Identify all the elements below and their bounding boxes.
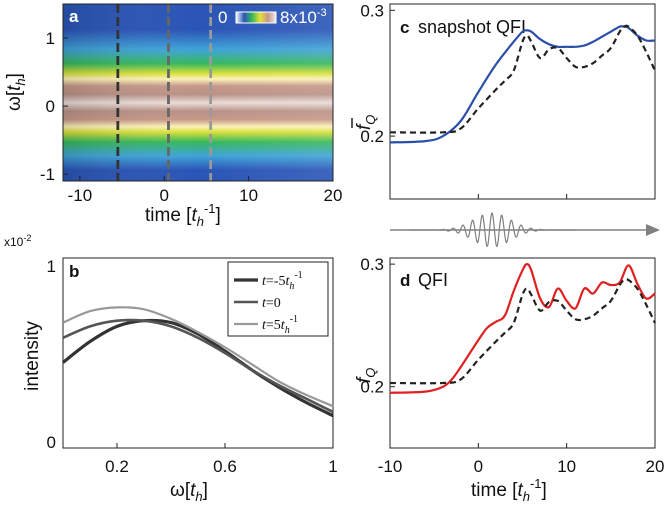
- d-ytick-label: 0.3: [360, 255, 384, 274]
- a-xtick-label: 20: [324, 186, 343, 205]
- panel-b: x10-2 b t=-5th-1t=0t=5th-1 0.2 0.6 1 10 ω[…: [4, 233, 338, 504]
- b-xtick-label: 1: [328, 457, 337, 476]
- panel-a-y-ticks: 1 0 -1: [40, 29, 68, 184]
- panel-d-x-ticks: -10 0 10 20: [378, 443, 665, 476]
- d-lines-line-1: [389, 278, 656, 385]
- panel-c-frame: [389, 3, 656, 200]
- legend: t=-5th-1 t=0 t=5th-1: [227, 261, 329, 337]
- panel-b-series: [62, 306, 334, 418]
- panel-a-ylabel: ω[th]: [4, 73, 28, 111]
- legend-label-1: t=0: [262, 296, 281, 311]
- panel-b-ylabel: intensity: [22, 321, 43, 391]
- b-ytick-label: 0: [47, 433, 56, 452]
- panel-d-label: d: [400, 271, 410, 290]
- panel-c-series: [389, 24, 656, 144]
- arrow-head: [646, 224, 660, 236]
- colorbar: [235, 11, 277, 24]
- c-ytick-label: 0.2: [360, 127, 384, 146]
- panel-c-ylabel: fQ: [354, 115, 378, 130]
- b-xtick-label: 0.2: [105, 457, 129, 476]
- a-xtick-label: 10: [239, 186, 258, 205]
- panel-b-x-ticks: 0.2 0.6 1: [105, 443, 338, 476]
- b-lines-line-0: [62, 318, 334, 418]
- heatmap-shading: [63, 4, 333, 181]
- panel-a-label: a: [69, 7, 79, 26]
- d-xtick-label: 0: [474, 457, 483, 476]
- c-lines-line-1: [389, 24, 656, 134]
- panel-c-y-ticks: 0.3 0.2: [360, 1, 395, 146]
- c-lines-line-0: [389, 25, 656, 144]
- legend-label-2: t=5th-1: [262, 314, 298, 336]
- a-xtick-label: -10: [68, 186, 93, 205]
- panel-d-y-ticks: 0.3 0.2: [360, 255, 395, 397]
- d-xtick-label: 20: [646, 457, 665, 476]
- panel-a-xlabel: time [th-1]: [145, 201, 221, 229]
- d-lines-line-0: [389, 263, 656, 394]
- b-lines-line-1: [62, 318, 334, 414]
- panel-b-xlabel: ω[th]: [170, 480, 208, 504]
- panel-c: c snapshot QFI 0.3 0.2 fQ: [351, 1, 656, 200]
- panel-c-x-ticks: [389, 194, 656, 199]
- panel-a-x-ticks: -10 0 10 20: [68, 176, 343, 205]
- d-ytick-label: 0.2: [360, 378, 384, 397]
- panel-d-series: [389, 263, 656, 394]
- heatmap-frame: [62, 3, 334, 182]
- panel-d-xlabel: time [th-1]: [471, 476, 547, 504]
- d-xtick-label: 10: [557, 457, 576, 476]
- panel-c-label: c: [400, 18, 409, 37]
- panel-d-title: QFI: [418, 270, 448, 290]
- pulse-arrow: [390, 211, 660, 248]
- panel-c-title: snapshot QFI: [418, 17, 526, 37]
- panel-b-y-ticks: 10: [47, 257, 56, 452]
- a-ytick-label: -1: [40, 165, 55, 184]
- d-xtick-label: -10: [378, 457, 403, 476]
- panel-b-scale: x10-2: [4, 233, 31, 249]
- panel-a: a 0 8x10-3 -10 0 10 20 10-1 time [th-1] ω[t…: [4, 3, 343, 229]
- legend-label-0: t=-5th-1: [262, 270, 303, 292]
- pulse-waveform: [410, 211, 575, 248]
- panel-d: d QFI 0.3 0.2 -10 0 10 20 fQ time [th-1]: [354, 255, 664, 504]
- c-ytick-label: 0.3: [360, 1, 384, 20]
- panel-d-ylabel: fQ: [354, 368, 378, 383]
- panel-d-frame: [389, 257, 656, 449]
- b-lines-line-2: [62, 306, 334, 408]
- b-xtick-label: 0.6: [213, 457, 237, 476]
- panel-b-label: b: [69, 262, 79, 281]
- colorbar-max-label: 8x10-3: [280, 7, 327, 27]
- b-ytick-label: 1: [47, 257, 56, 276]
- a-ytick-label: 0: [46, 97, 55, 116]
- panel-b-frame: [62, 257, 334, 449]
- time-markers: [116, 4, 213, 181]
- a-ytick-label: 1: [46, 29, 55, 48]
- colorbar-min-label: 0: [218, 8, 227, 27]
- a-xtick-label: 0: [160, 186, 169, 205]
